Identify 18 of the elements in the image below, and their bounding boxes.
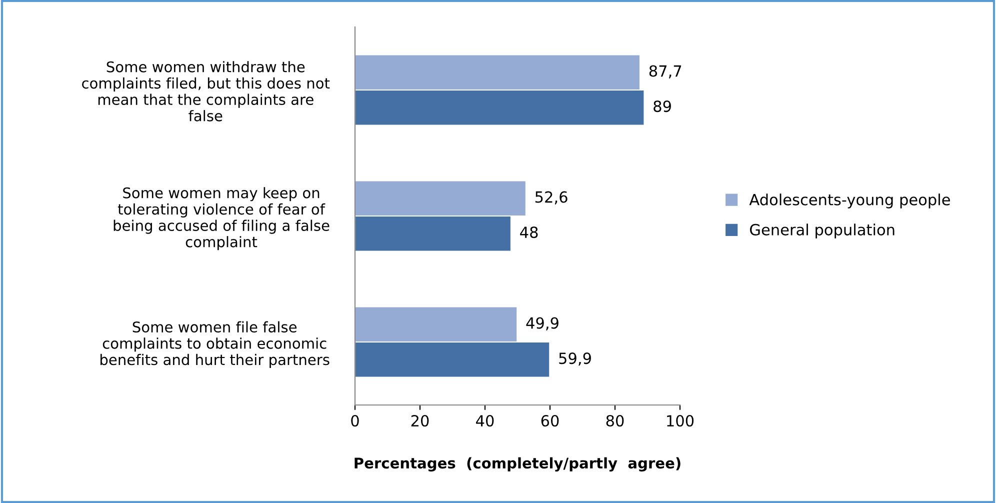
x-tick-label: 100 xyxy=(667,414,694,427)
x-tick-label: 20 xyxy=(411,414,429,427)
x-tick-label: 80 xyxy=(606,414,624,427)
x-tick-label: 60 xyxy=(541,414,559,427)
y-tick-label: Some women withdraw the complaints filed, but this does not mean that the complaints are false xyxy=(82,61,330,122)
data-label: 89 xyxy=(654,100,671,112)
data-label: 59,9 xyxy=(559,352,591,366)
y-tick-label: Some women may keep on tolerating violence of fear of being accused of filing a false complaint xyxy=(114,187,330,250)
data-label: 49,9 xyxy=(526,317,558,330)
data-label: 48 xyxy=(520,226,538,238)
x-axis-title: Percentages (completely/partly agree) xyxy=(354,457,680,472)
x-tick-label: 0 xyxy=(351,414,359,427)
x-tick-label: 40 xyxy=(476,414,494,427)
y-tick-label: Some women file false complaints to obtain economic benefits and hurt their partners xyxy=(100,321,330,368)
data-label: 87,7 xyxy=(649,65,682,78)
legend-label: General population xyxy=(750,224,894,238)
data-label: 52,6 xyxy=(535,191,568,204)
legend-label: Adolescents-young people xyxy=(749,194,950,208)
